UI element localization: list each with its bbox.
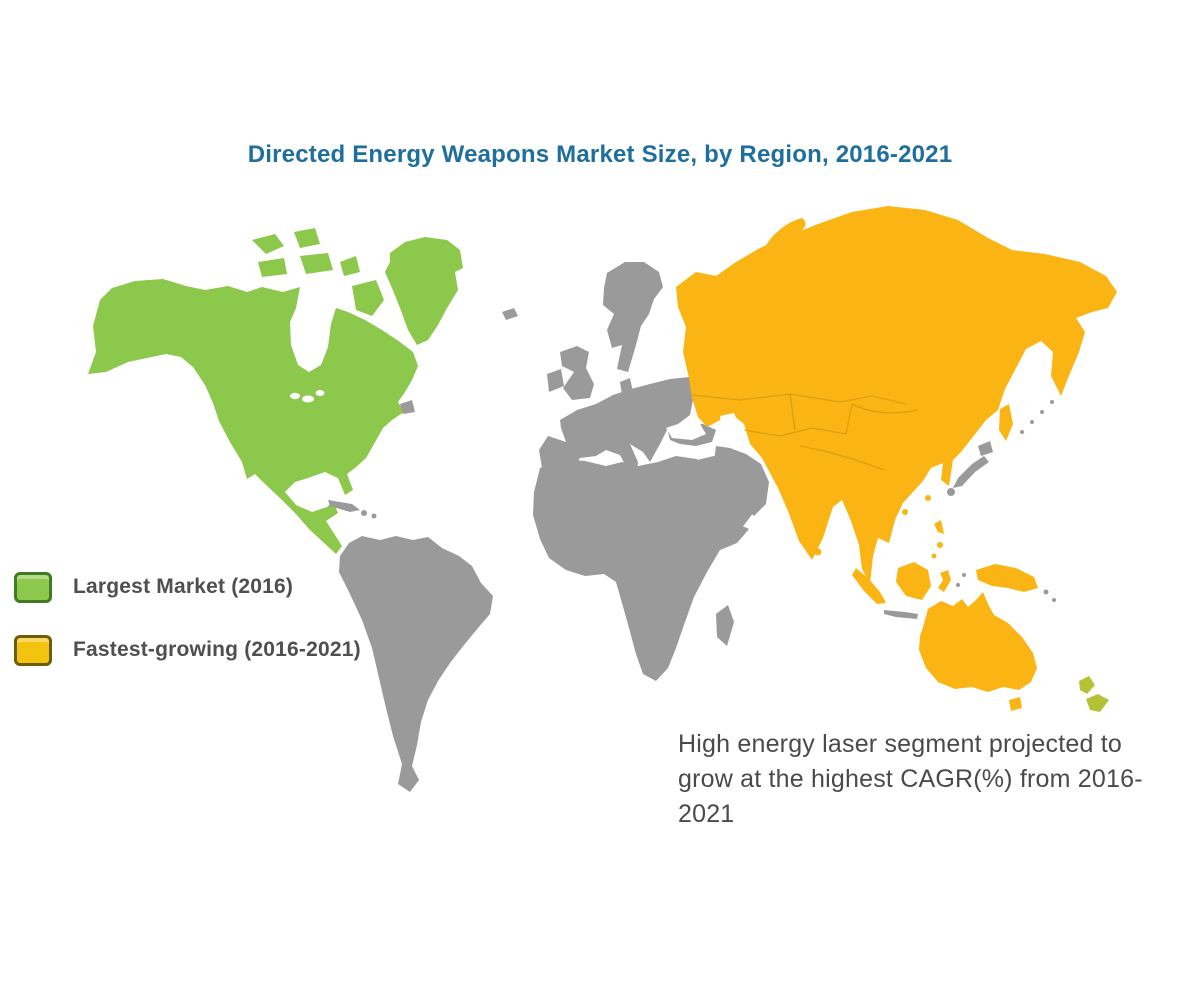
scandinavia	[603, 262, 663, 372]
iceland	[502, 308, 518, 320]
japan-honshu	[953, 456, 989, 488]
moluccas-island	[962, 573, 966, 577]
sulawesi	[938, 570, 951, 592]
arctic-island	[294, 228, 320, 248]
japan-hokkaido	[978, 441, 993, 456]
taiwan	[925, 495, 931, 501]
africa	[533, 456, 749, 681]
tasmania	[1009, 697, 1022, 711]
caspian-sea	[720, 413, 742, 450]
solomon-island	[1043, 589, 1049, 595]
java	[884, 610, 918, 619]
philippines-island	[931, 553, 937, 559]
arctic-island	[340, 256, 360, 276]
legend-label-largest-market: Largest Market (2016)	[73, 575, 294, 598]
japan-kyushu	[947, 488, 955, 496]
australia	[919, 592, 1037, 692]
sri-lanka	[814, 548, 822, 556]
kuril-island	[1050, 400, 1054, 404]
country-border-lines	[691, 393, 919, 471]
hispaniola	[361, 510, 367, 516]
greenland	[385, 237, 463, 345]
cuba	[328, 500, 360, 512]
map-region-rest-of-world	[328, 262, 1056, 792]
borneo	[896, 562, 931, 600]
novaya-zemlya	[753, 218, 806, 289]
map-region-new-zealand	[1079, 676, 1109, 712]
new-zealand-south-island	[1086, 694, 1109, 712]
newfoundland	[400, 400, 415, 414]
great-lakes	[290, 390, 325, 403]
kuril-island	[1040, 410, 1044, 414]
legend: Largest Market (2016) Fastest-growing (2…	[14, 571, 361, 697]
north-america-mainland	[88, 279, 418, 554]
chart-title: Directed Energy Weapons Market Size, by …	[247, 141, 953, 168]
new-guinea	[976, 564, 1038, 592]
philippines-island	[937, 542, 943, 548]
hainan	[902, 509, 908, 515]
caption-line: 2021	[678, 800, 735, 828]
legend-item-fastest-growing: Fastest-growing (2016-2021)	[14, 634, 361, 666]
sumatra	[852, 568, 886, 604]
great-britain	[560, 346, 594, 400]
annotation-caption: High energy laser segment projected to g…	[678, 727, 1198, 832]
black-sea	[666, 422, 706, 440]
madagascar	[716, 605, 734, 646]
south-america	[339, 536, 493, 792]
arctic-island	[258, 258, 287, 277]
legend-item-largest-market: Largest Market (2016)	[14, 571, 361, 603]
legend-label-fastest-growing: Fastest-growing (2016-2021)	[73, 638, 361, 661]
ireland	[547, 369, 564, 392]
legend-swatch-green	[14, 571, 52, 603]
arctic-island	[300, 253, 333, 274]
map-region-north-america	[88, 228, 463, 554]
legend-swatch-yellow	[14, 634, 52, 666]
new-zealand-north-island	[1079, 676, 1095, 694]
kuril-island	[1030, 420, 1034, 424]
europe-mainland	[539, 377, 693, 482]
solomon-island	[1052, 598, 1056, 602]
caption-line: High energy laser segment projected to	[678, 730, 1122, 758]
caribbean-island	[371, 513, 377, 519]
inland-seas	[666, 413, 742, 450]
moluccas-island	[956, 583, 960, 587]
philippines	[934, 520, 944, 534]
arctic-island	[252, 234, 284, 254]
eurasia-mainland	[676, 206, 1117, 584]
baffin-island	[352, 280, 384, 316]
caption-line: grow at the highest CAGR(%) from 2016-	[678, 765, 1143, 793]
sakhalin	[999, 404, 1013, 441]
map-region-asia-pacific	[676, 206, 1117, 711]
kuril-island	[1020, 430, 1024, 434]
